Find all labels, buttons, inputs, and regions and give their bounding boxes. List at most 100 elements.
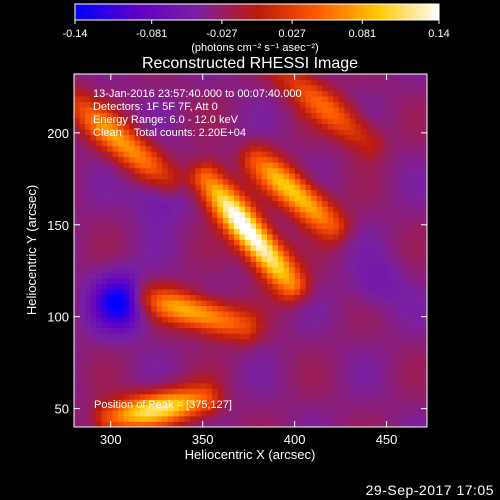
heatmap-cell [129, 79, 136, 86]
heatmap-cell [112, 410, 119, 417]
heatmap-cell [349, 355, 356, 362]
heatmap-cell [118, 360, 125, 367]
heatmap-cell [283, 283, 290, 290]
heatmap-cell [250, 278, 257, 284]
heatmap-cell [239, 377, 246, 384]
heatmap-cell [388, 233, 395, 240]
heatmap-cell [101, 200, 108, 207]
heatmap-cell [289, 101, 296, 108]
heatmap-cell [250, 421, 257, 428]
heatmap-cell [79, 294, 86, 301]
heatmap-cell [85, 333, 91, 340]
heatmap-cell [410, 222, 417, 229]
heatmap-cell [118, 173, 125, 180]
heatmap-cell [300, 244, 307, 251]
heatmap-cell [388, 404, 395, 411]
heatmap-cell [239, 333, 246, 340]
heatmap-cell [228, 388, 235, 395]
heatmap-cell [338, 239, 345, 246]
heatmap-cell [294, 410, 301, 417]
heatmap-cell [311, 123, 318, 130]
heatmap-cell [377, 96, 384, 102]
heatmap-cell [283, 261, 290, 268]
heatmap-cell [267, 74, 273, 80]
heatmap-cell [140, 250, 147, 257]
heatmap-cell [388, 344, 395, 351]
heatmap-cell [184, 244, 191, 251]
heatmap-cell [289, 74, 296, 80]
heatmap-cell [217, 360, 224, 367]
heatmap-cell [327, 300, 334, 307]
heatmap-cell [101, 388, 108, 395]
heatmap-cell [211, 305, 218, 312]
heatmap-cell [217, 267, 224, 273]
heatmap-cell [200, 239, 207, 246]
heatmap-cell [311, 311, 318, 318]
heatmap-cell [195, 300, 202, 307]
heatmap-cell [222, 278, 229, 284]
heatmap-cell [129, 349, 136, 356]
heatmap-cell [421, 388, 428, 395]
heatmap-cell [151, 327, 158, 334]
heatmap-cell [278, 118, 284, 125]
heatmap-cell [96, 278, 102, 284]
heatmap-cell [377, 217, 384, 224]
heatmap-cell [327, 222, 334, 229]
heatmap-cell [96, 399, 102, 406]
heatmap-cell [410, 101, 417, 108]
heatmap-cell [333, 239, 340, 246]
heatmap-cell [85, 217, 91, 224]
heatmap-cell [311, 300, 318, 307]
heatmap-cell [134, 96, 141, 102]
heatmap-cell [118, 217, 125, 224]
heatmap-cell [178, 211, 185, 218]
heatmap-cell [79, 217, 86, 224]
heatmap-cell [316, 355, 323, 362]
heatmap-cell [222, 112, 229, 119]
heatmap-cell [272, 217, 279, 224]
heatmap-cell [327, 167, 334, 174]
heatmap-cell [107, 189, 114, 196]
heatmap-cell [399, 123, 406, 130]
heatmap-cell [388, 250, 395, 257]
heatmap-cell [156, 101, 163, 108]
heatmap-cell [278, 294, 284, 301]
heatmap-cell [90, 239, 97, 246]
heatmap-cell [338, 85, 345, 91]
heatmap-cell [145, 393, 152, 400]
heatmap-cell [239, 233, 246, 240]
heatmap-cell [399, 107, 406, 114]
heatmap-cell [261, 118, 268, 125]
heatmap-cell [96, 311, 102, 318]
heatmap-cell [222, 184, 229, 191]
heatmap-cell [96, 167, 102, 174]
heatmap-cell [129, 123, 136, 130]
heatmap-cell [355, 404, 362, 411]
heatmap-cell [184, 366, 191, 373]
heatmap-cell [228, 134, 235, 141]
heatmap-cell [239, 327, 246, 334]
heatmap-cell [278, 156, 284, 163]
heatmap-cell [305, 388, 312, 395]
heatmap-cell [327, 195, 334, 202]
heatmap-cell [272, 96, 279, 102]
heatmap-cell [101, 151, 108, 158]
heatmap-cell [74, 156, 80, 163]
heatmap-cell [415, 404, 422, 411]
heatmap-cell [233, 294, 240, 301]
heatmap-cell [267, 206, 273, 213]
heatmap-cell [267, 305, 273, 312]
heatmap-cell [250, 101, 257, 108]
heatmap-cell [195, 322, 202, 329]
heatmap-cell [393, 184, 400, 191]
heatmap-cell [134, 162, 141, 169]
heatmap-cell [393, 344, 400, 351]
heatmap-cell [134, 415, 141, 422]
heatmap-cell [366, 327, 373, 334]
heatmap-cell [338, 421, 345, 428]
heatmap-cell [404, 189, 411, 196]
heatmap-cell [145, 217, 152, 224]
heatmap-cell [404, 239, 411, 246]
heatmap-cell [355, 112, 362, 119]
heatmap-cell [239, 206, 246, 213]
